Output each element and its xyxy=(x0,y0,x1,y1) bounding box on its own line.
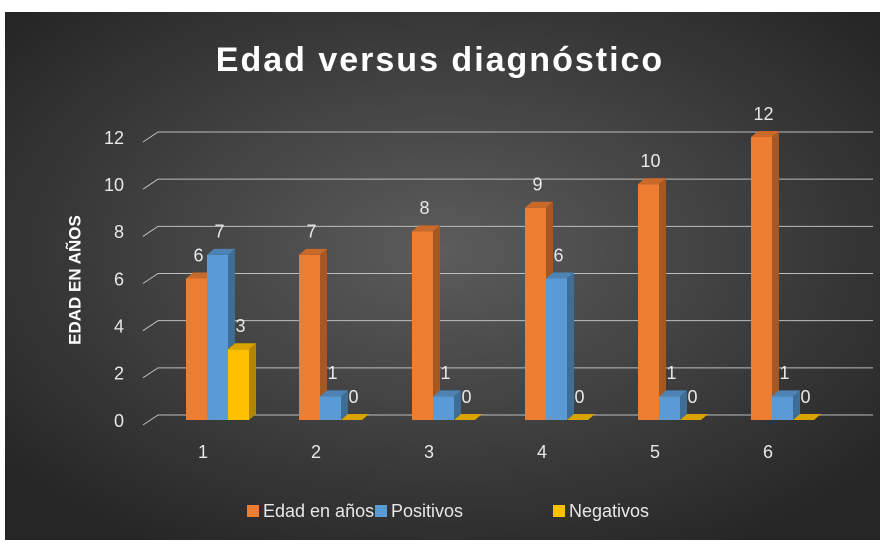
bar-top xyxy=(546,272,574,279)
data-label: 6 xyxy=(193,245,203,265)
bar-top xyxy=(207,248,235,255)
y-tick-label: 0 xyxy=(114,411,124,431)
bar-top xyxy=(299,248,327,255)
legend-swatch xyxy=(375,505,387,517)
data-label: 0 xyxy=(800,387,810,407)
grid-line xyxy=(142,225,873,237)
bar-top xyxy=(320,390,348,397)
grid-line xyxy=(142,414,873,426)
bar-top xyxy=(454,414,482,420)
bar-top xyxy=(525,201,553,208)
bar xyxy=(320,396,341,420)
x-tick-label: 3 xyxy=(424,442,434,462)
bar xyxy=(638,184,659,420)
bar-top xyxy=(341,414,369,420)
bar xyxy=(412,231,433,420)
y-tick-label: 12 xyxy=(104,128,124,148)
data-label: 1 xyxy=(666,363,676,383)
grid-line xyxy=(142,178,873,190)
legend-label: Negativos xyxy=(569,501,649,521)
x-tick-label: 6 xyxy=(763,442,773,462)
y-tick-label: 8 xyxy=(114,222,124,242)
x-tick-label: 2 xyxy=(311,442,321,462)
bar-top xyxy=(793,414,821,420)
data-label: 1 xyxy=(440,363,450,383)
data-label: 9 xyxy=(532,175,542,195)
data-label: 1 xyxy=(327,363,337,383)
legend-swatch xyxy=(247,505,259,517)
y-tick-label: 10 xyxy=(104,175,124,195)
bar-side xyxy=(772,131,779,420)
bar-side xyxy=(680,390,687,420)
data-label: 1 xyxy=(779,363,789,383)
data-label: 10 xyxy=(640,151,660,171)
bar-top xyxy=(659,390,687,397)
grid-line xyxy=(142,367,873,379)
data-label: 7 xyxy=(214,222,224,242)
y-tick-label: 2 xyxy=(114,364,124,384)
y-tick-label: 4 xyxy=(114,316,124,336)
data-label: 6 xyxy=(553,245,563,265)
bar xyxy=(659,396,680,420)
bar-side xyxy=(249,343,256,420)
bar-top xyxy=(772,390,800,397)
bar xyxy=(207,254,228,420)
bar xyxy=(186,278,207,420)
x-tick-label: 4 xyxy=(537,442,547,462)
x-tick-label: 5 xyxy=(650,442,660,462)
bar-top xyxy=(751,131,779,137)
legend-swatch xyxy=(553,505,565,517)
y-tick-label: 6 xyxy=(114,269,124,289)
bar xyxy=(772,396,793,420)
chart-title: Edad versus diagnóstico xyxy=(216,41,664,79)
bar-top xyxy=(638,178,666,185)
data-label: 0 xyxy=(348,387,358,407)
bar-top xyxy=(433,390,461,397)
data-label: 8 xyxy=(419,198,429,218)
y-axis-label: EDAD EN AÑOS xyxy=(64,215,84,345)
data-label: 12 xyxy=(753,104,773,124)
data-label: 3 xyxy=(235,316,245,336)
bar-side xyxy=(659,178,666,420)
legend-label: Edad en años xyxy=(263,501,374,521)
data-label: 7 xyxy=(306,222,316,242)
bar-side xyxy=(433,225,440,420)
bar-top xyxy=(228,343,256,350)
grid-line xyxy=(142,131,873,143)
grid-line xyxy=(142,320,873,332)
bar-side xyxy=(793,390,800,420)
data-label: 0 xyxy=(461,387,471,407)
bar-side xyxy=(320,248,327,420)
bar xyxy=(299,254,320,420)
data-label: 0 xyxy=(687,387,697,407)
bar-side xyxy=(567,272,574,420)
bar-side xyxy=(341,390,348,420)
legend-label: Positivos xyxy=(391,501,463,521)
bar xyxy=(546,278,567,420)
grid-line xyxy=(142,273,873,284)
bar-side xyxy=(454,390,461,420)
bar xyxy=(525,207,546,420)
bar-top xyxy=(412,225,440,232)
bar xyxy=(751,137,772,420)
bar xyxy=(433,396,454,420)
x-tick-label: 1 xyxy=(198,442,208,462)
bar-top xyxy=(567,414,595,420)
bar xyxy=(228,349,249,420)
data-label: 0 xyxy=(574,387,584,407)
bar-top xyxy=(680,414,708,420)
chart-background xyxy=(5,12,880,540)
